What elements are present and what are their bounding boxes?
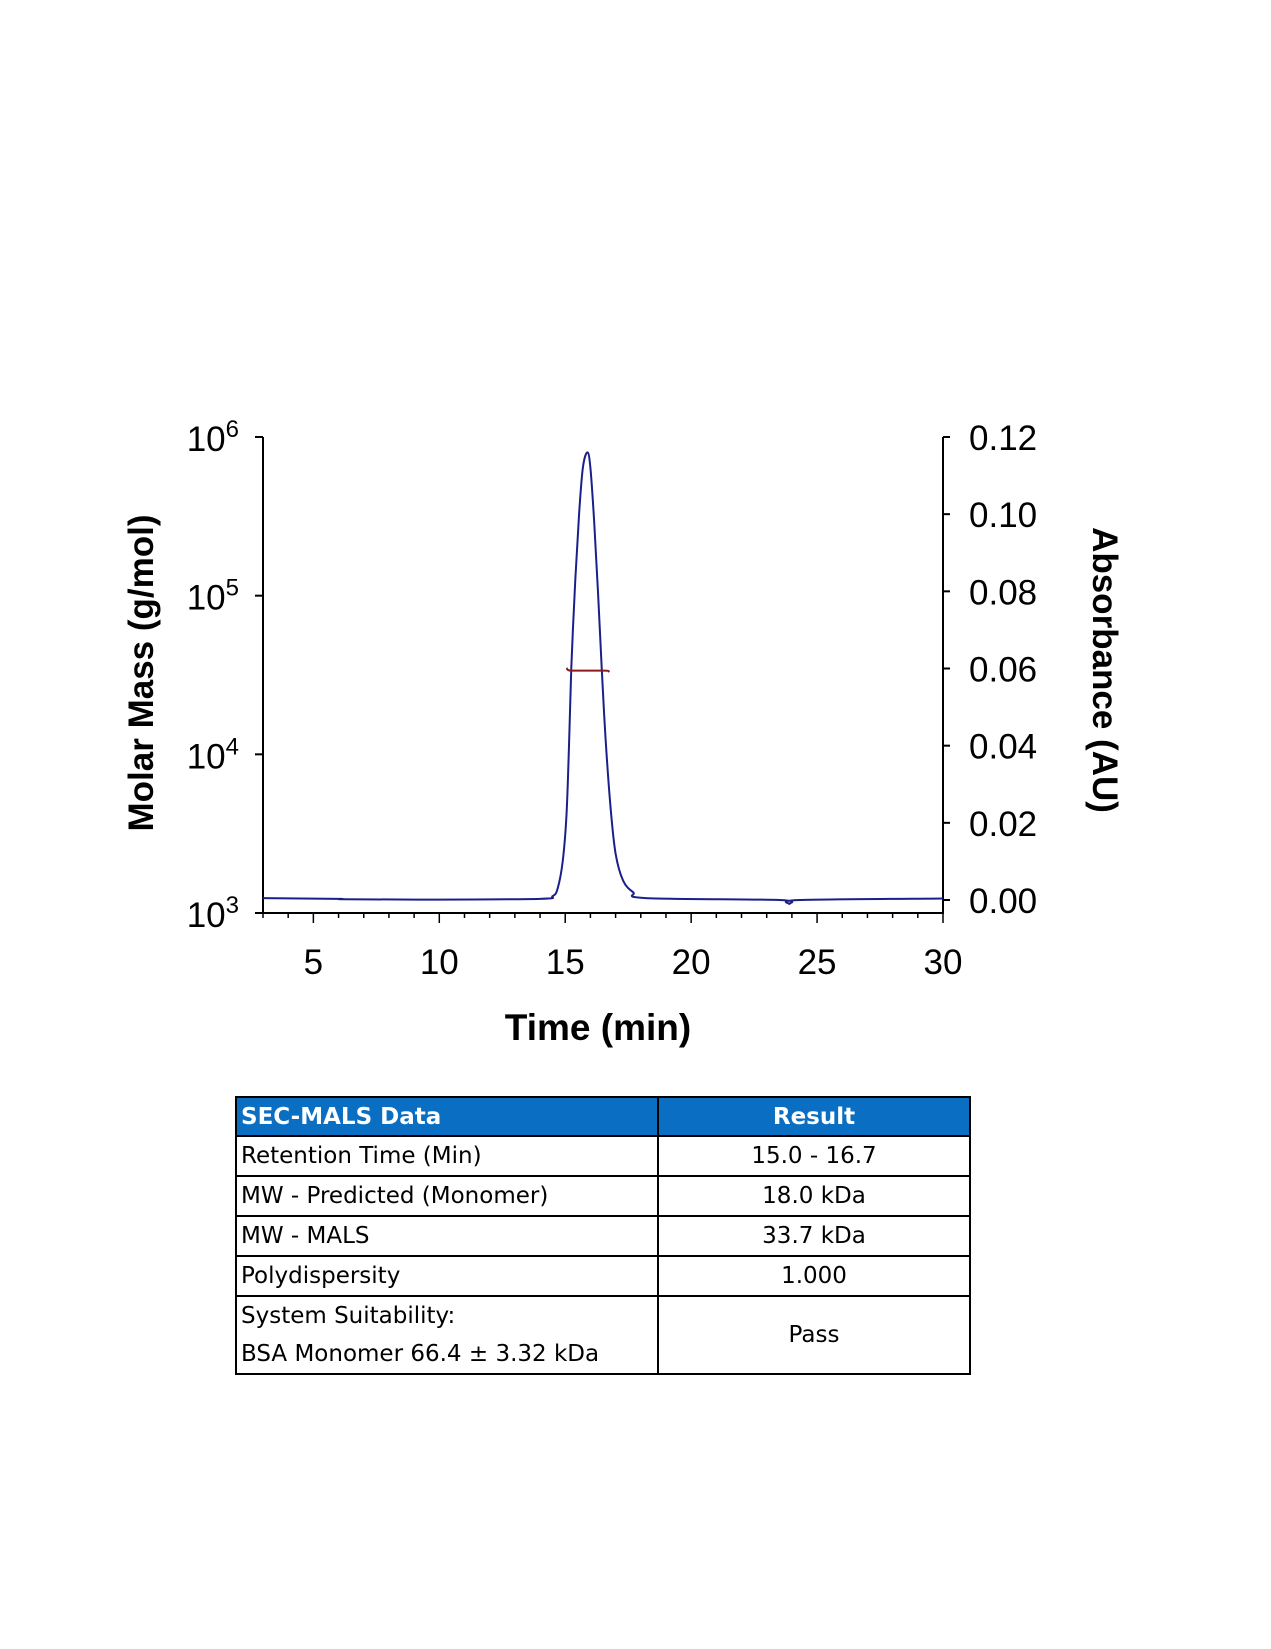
table-row: Retention Time (Min) 15.0 - 16.7 xyxy=(235,1135,971,1177)
right-tick-label: 0.10 xyxy=(969,496,1037,535)
x-tick-label: 25 xyxy=(798,943,837,982)
row-label: System Suitability: BSA Monomer 66.4 ± 3.… xyxy=(235,1295,659,1375)
x-tick-label: 5 xyxy=(304,943,323,982)
right-tick-label: 0.00 xyxy=(969,882,1037,921)
header-cell: SEC-MALS Data xyxy=(235,1096,659,1137)
row-value: 33.7 kDa xyxy=(657,1215,971,1257)
right-axis-label: Absorbance (AU) xyxy=(1085,527,1124,813)
left-tick-label: 106 xyxy=(187,416,239,459)
row-value: 1.000 xyxy=(657,1255,971,1297)
sec-mals-chart: 5 10 15 20 25 30 103 104 105 106 0.00 0.02 0.04 0.06 0… xyxy=(122,416,1124,1048)
left-axis-label: Molar Mass (g/mol) xyxy=(122,515,161,832)
row-label: Polydispersity xyxy=(235,1255,659,1297)
table-row: MW - MALS 33.7 kDa xyxy=(235,1215,971,1257)
left-tick-label: 105 xyxy=(187,575,239,618)
left-tick-label: 103 xyxy=(187,892,239,935)
row-value: 18.0 kDa xyxy=(657,1175,971,1217)
x-tick-label: 20 xyxy=(672,943,711,982)
table-header-row: SEC-MALS Data Result xyxy=(235,1096,971,1137)
x-tick-label: 30 xyxy=(924,943,963,982)
x-axis-label: Time (min) xyxy=(505,1007,691,1048)
row-label: Retention Time (Min) xyxy=(235,1135,659,1177)
table-row: Polydispersity 1.000 xyxy=(235,1255,971,1297)
row-value: Pass xyxy=(657,1295,971,1375)
molar-mass-trace xyxy=(565,667,611,673)
right-tick-label: 0.06 xyxy=(969,651,1037,690)
row-label: MW - MALS xyxy=(235,1215,659,1257)
table-row: System Suitability: BSA Monomer 66.4 ± 3.… xyxy=(235,1295,971,1375)
x-tick-label: 10 xyxy=(420,943,459,982)
right-tick-label: 0.12 xyxy=(969,419,1037,458)
x-tick-label: 15 xyxy=(546,943,585,982)
right-tick-label: 0.04 xyxy=(969,728,1037,767)
absorbance-trace xyxy=(262,451,944,905)
row-label: MW - Predicted (Monomer) xyxy=(235,1175,659,1217)
row-label-line: BSA Monomer 66.4 ± 3.32 kDa xyxy=(241,1341,600,1367)
table-row: MW - Predicted (Monomer) 18.0 kDa xyxy=(235,1175,971,1217)
row-value: 15.0 - 16.7 xyxy=(657,1135,971,1177)
row-label-line: System Suitability: xyxy=(241,1303,456,1329)
header-cell: Result xyxy=(657,1096,971,1137)
right-tick-label: 0.02 xyxy=(969,805,1037,844)
sec-mals-table: SEC-MALS Data Result Retention Time (Min… xyxy=(235,1096,971,1375)
left-tick-label: 104 xyxy=(187,733,239,776)
right-tick-label: 0.08 xyxy=(969,573,1037,612)
